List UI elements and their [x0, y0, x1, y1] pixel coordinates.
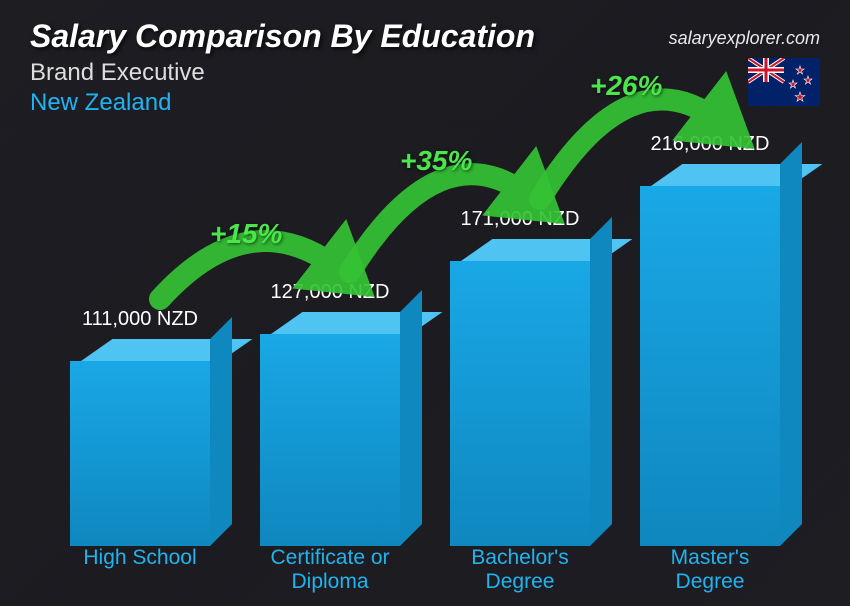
category-label: Bachelor'sDegree	[440, 546, 600, 594]
bar-value-label: 216,000 NZD	[651, 133, 770, 156]
watermark-text: salaryexplorer.com	[669, 28, 820, 49]
chart-subtitle: Brand Executive	[30, 59, 535, 87]
increment-label: +35%	[400, 145, 472, 177]
category-label: High School	[60, 546, 220, 594]
bar-2: 171,000 NZD	[440, 208, 600, 546]
chart-country: New Zealand	[30, 89, 535, 117]
bar-value-label: 171,000 NZD	[461, 208, 580, 231]
bar-chart: 111,000 NZD 127,000 NZD 171,000 NZD 216,000…	[60, 126, 790, 546]
category-label: Master'sDegree	[630, 546, 790, 594]
bar-1: 127,000 NZD	[250, 281, 410, 546]
bar-value-label: 127,000 NZD	[271, 281, 390, 304]
increment-label: +15%	[210, 218, 282, 250]
nz-flag-icon	[748, 58, 820, 106]
bar-value-label: 111,000 NZD	[82, 308, 198, 331]
category-label: Certificate orDiploma	[250, 546, 410, 594]
increment-label: +26%	[590, 70, 662, 102]
x-axis-labels: High School Certificate orDiploma Bachelor…	[60, 546, 790, 594]
bar-0: 111,000 NZD	[60, 308, 220, 546]
chart-title: Salary Comparison By Education	[30, 18, 535, 55]
bar-3: 216,000 NZD	[630, 133, 790, 546]
